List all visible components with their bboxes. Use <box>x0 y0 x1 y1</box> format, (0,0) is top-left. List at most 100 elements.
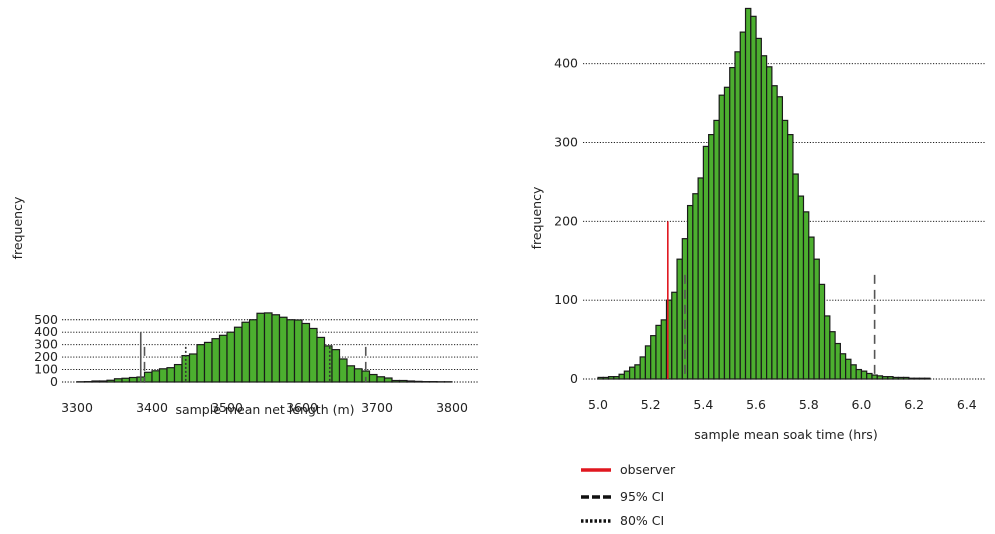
histogram-bar <box>106 379 116 383</box>
x-tick-label: 5.2 <box>641 397 661 412</box>
x-tick-label: 6.0 <box>852 397 872 412</box>
legend-item-ci80: 80% CI <box>581 513 664 528</box>
histogram-bar <box>263 312 273 383</box>
histogram-bar <box>301 322 311 383</box>
y-tick-label: 0 <box>570 371 578 386</box>
histogram-bar <box>629 366 636 380</box>
histogram-bar <box>702 145 710 380</box>
histogram-bar <box>271 314 281 383</box>
bars <box>76 312 453 383</box>
x-tick-label: 6.4 <box>957 397 977 412</box>
histogram-bar <box>739 31 747 380</box>
histogram-bar <box>158 368 168 383</box>
histogram-bar <box>618 373 625 380</box>
histogram-bar <box>676 258 683 380</box>
histogram-bar <box>233 326 243 383</box>
y-tick-label: 500 <box>34 312 58 327</box>
histogram-bar <box>660 319 668 380</box>
histogram-bar <box>855 368 863 380</box>
histogram-bar <box>713 119 720 380</box>
histogram-bar <box>650 335 657 380</box>
x-tick-label: 5.6 <box>746 397 766 412</box>
histogram-bar <box>834 342 841 380</box>
histogram-bar <box>692 193 699 380</box>
histogram-bar <box>376 376 386 383</box>
histogram-bar <box>771 85 778 380</box>
histogram-bar <box>723 86 731 380</box>
ci-lines <box>139 332 367 382</box>
histogram-bar <box>293 319 303 383</box>
x-axis-label: sample mean soak time (hrs) <box>694 427 877 442</box>
ci-lines <box>667 221 876 379</box>
histogram-bar <box>218 334 228 383</box>
histogram-bar <box>760 55 768 380</box>
histogram-bar <box>808 236 815 380</box>
histogram-bar <box>881 376 889 380</box>
histogram-bar <box>792 173 799 380</box>
histogram-bar <box>734 51 741 380</box>
histogram-bar <box>211 338 221 383</box>
histogram-bar <box>602 376 610 380</box>
y-axis-label: frequency <box>10 196 25 259</box>
histogram-bar <box>897 376 905 380</box>
histogram-bar <box>913 377 921 380</box>
histogram-bar <box>718 94 726 380</box>
x-tick-label: 3800 <box>436 400 468 415</box>
histogram-bar <box>829 331 836 380</box>
y-tick-label: 300 <box>554 134 578 149</box>
histogram-bar <box>813 258 820 380</box>
histogram-bar <box>91 380 101 383</box>
histogram-bar <box>845 358 852 380</box>
histogram-bar <box>671 291 678 380</box>
histogram-bar <box>398 379 408 383</box>
x-tick-label: 5.0 <box>588 397 608 412</box>
histogram-bar <box>776 96 784 380</box>
histogram-bar <box>613 376 620 380</box>
histogram-bar <box>323 345 333 383</box>
histogram-bar <box>413 380 423 383</box>
histogram-bar <box>308 327 318 383</box>
histogram-bar <box>902 376 910 380</box>
histogram-bar <box>818 283 826 380</box>
histogram-bar <box>639 356 647 380</box>
histogram-bar <box>383 377 393 383</box>
x-tick-label: 3300 <box>61 400 93 415</box>
histogram-bar <box>151 370 161 383</box>
y-tick-label: 100 <box>554 292 578 307</box>
histogram-bar <box>173 363 183 383</box>
histogram-bar <box>697 177 704 380</box>
x-tick-label: 5.8 <box>799 397 819 412</box>
histogram-bar <box>655 324 662 380</box>
x-tick-label: 3600 <box>286 400 318 415</box>
soak-time-histogram: 0 100 200 300 400 5.0 5.2 5.4 5.6 5.8 6.0 6.2 6.4 s… <box>529 7 985 442</box>
legend-item-observer: observer <box>581 462 676 477</box>
x-axis-label: sample mean net length (m) <box>175 402 354 417</box>
histogram-bar <box>781 119 789 380</box>
histogram-bar <box>766 66 773 380</box>
histogram-bar <box>256 312 266 383</box>
y-tick-label: 0 <box>50 374 58 389</box>
y-tick-label: 300 <box>34 337 58 352</box>
histogram-bar <box>644 345 652 380</box>
histogram-bar <box>607 376 615 380</box>
histogram-bar <box>203 341 213 383</box>
y-tick-label: 100 <box>34 362 58 377</box>
y-tick-label: 400 <box>34 324 58 339</box>
y-tick-label: 200 <box>554 213 578 228</box>
histogram-bar <box>128 376 138 383</box>
histogram-bar <box>850 364 857 380</box>
histogram-bar <box>729 66 736 380</box>
x-tick-label: 3500 <box>211 400 243 415</box>
histogram-bar <box>368 373 378 383</box>
histogram-bar <box>316 336 326 383</box>
histogram-bar <box>918 377 926 380</box>
histogram-bar <box>98 380 108 383</box>
histogram-bar <box>346 365 356 383</box>
histogram-bar <box>887 376 894 380</box>
x-tick-labels: 5.0 5.2 5.4 5.6 5.8 6.0 6.2 6.4 <box>588 397 977 412</box>
x-tick-label: 6.2 <box>904 397 924 412</box>
histogram-bar <box>248 319 258 383</box>
histogram-bar <box>406 380 416 383</box>
